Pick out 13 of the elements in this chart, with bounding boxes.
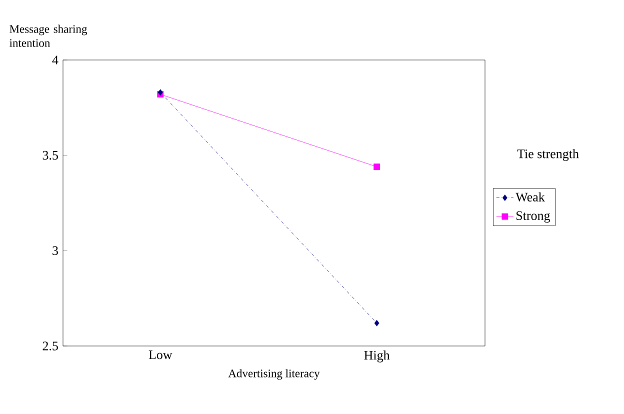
legend-label: Weak: [516, 192, 545, 202]
y-tick-label: 4: [52, 56, 58, 64]
legend-title: Tie strength: [517, 149, 579, 161]
x-tick-label: Low: [148, 350, 172, 360]
y-tick-label: 3.5: [42, 150, 58, 160]
y-tick-label: 2.5: [42, 342, 58, 350]
y-axis-title: Message sharing intention: [10, 24, 87, 47]
x-axis-title: Advertising literacy: [228, 369, 320, 380]
y-tick-label: 3: [52, 246, 58, 256]
point: [374, 164, 380, 170]
x-tick-label: High: [364, 350, 390, 362]
legend-label: Strong: [516, 211, 550, 223]
point: [374, 320, 380, 326]
